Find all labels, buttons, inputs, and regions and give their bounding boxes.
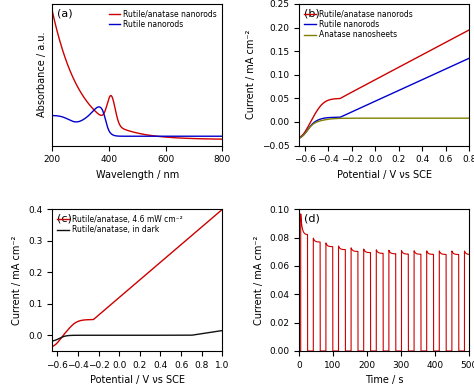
Text: (c): (c) [57, 214, 72, 223]
X-axis label: Potential / V νs SCE: Potential / V νs SCE [337, 170, 432, 180]
X-axis label: Wavelength / nm: Wavelength / nm [96, 170, 179, 180]
Text: (d): (d) [304, 214, 320, 223]
Y-axis label: Current / mA cm⁻²: Current / mA cm⁻² [12, 236, 22, 325]
Legend: Rutile/anatase nanorods, Rutile nanorods, Anatase nanosheets: Rutile/anatase nanorods, Rutile nanorods… [301, 6, 416, 43]
Y-axis label: Current / mA cm⁻²: Current / mA cm⁻² [246, 30, 256, 119]
Text: (a): (a) [57, 8, 73, 18]
Legend: Rutile/anatase nanorods, Rutile nanorods: Rutile/anatase nanorods, Rutile nanorods [106, 6, 220, 32]
Legend: Rutile/anatase, 4.6 mW cm⁻², Rutile/anatase, in dark: Rutile/anatase, 4.6 mW cm⁻², Rutile/anat… [55, 212, 186, 237]
X-axis label: Time / s: Time / s [365, 375, 403, 385]
X-axis label: Potential / V νs SCE: Potential / V νs SCE [90, 375, 185, 385]
Text: (b): (b) [304, 8, 320, 18]
Y-axis label: Current / mA cm⁻²: Current / mA cm⁻² [254, 236, 264, 325]
Y-axis label: Absorbance / a.u.: Absorbance / a.u. [36, 32, 46, 117]
